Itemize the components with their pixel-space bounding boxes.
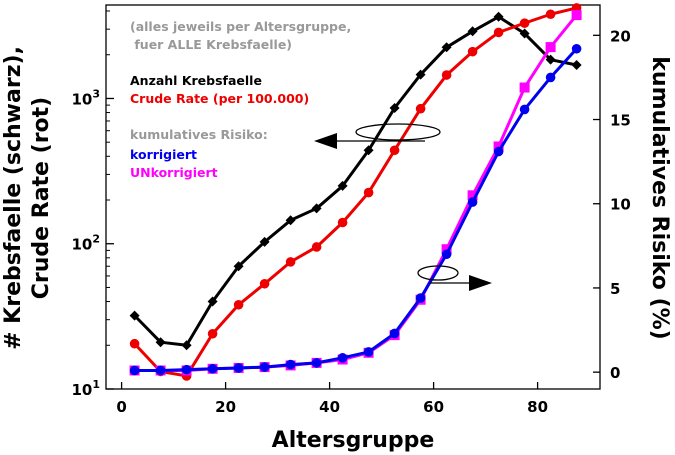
series-layer [129, 3, 582, 381]
series-1 [129, 3, 582, 381]
data-point [363, 145, 374, 156]
arrow-right-annotation [417, 265, 492, 291]
data-point [545, 72, 556, 83]
arrow-left-ellipse [355, 123, 441, 141]
x-axis: 0 20 40 60 80 [116, 382, 548, 416]
data-point [337, 217, 348, 228]
data-point [311, 242, 322, 252]
arrow-left-annotation [314, 123, 441, 149]
data-point [545, 54, 556, 65]
data-point [363, 347, 374, 357]
data-point [467, 26, 478, 37]
data-point [129, 365, 140, 376]
y-right-tick-label: 20 [610, 27, 631, 45]
x-tick-label: 80 [527, 398, 548, 416]
y-right-tick-label: 0 [610, 364, 620, 382]
series-3 [129, 43, 582, 376]
data-point [415, 103, 426, 114]
data-point [389, 145, 400, 156]
data-point [415, 293, 426, 303]
data-point [207, 363, 218, 374]
y-left-tick-label: 101 [71, 378, 100, 399]
data-point [259, 236, 270, 247]
y-axis-left-label-line-1: # Krebsfaelle (schwarz), [1, 46, 26, 350]
data-point [285, 359, 296, 370]
y-right-tick-label: 5 [610, 280, 620, 298]
x-tick-label: 40 [319, 398, 340, 416]
y-axis-right: 0 5 10 15 20 [593, 27, 631, 382]
annotation-text: (alles jeweils per Altersgruppe, fuer AL… [130, 19, 351, 180]
data-point [467, 46, 478, 57]
x-tick-label: 20 [215, 398, 236, 416]
data-point [207, 296, 218, 307]
data-point [389, 328, 400, 339]
data-point [155, 365, 166, 376]
data-point [233, 261, 244, 272]
legend-anzahl: Anzahl Krebsfaelle [130, 73, 262, 88]
data-point [519, 104, 530, 115]
x-tick-label: 60 [423, 398, 444, 416]
data-point [493, 11, 504, 22]
data-point [441, 249, 452, 260]
y-left-tick-label: 103 [71, 87, 100, 108]
data-point [285, 257, 296, 267]
data-point [441, 70, 452, 80]
y-axis-left-label-line-2: Crude Rate (rot) [29, 97, 54, 299]
legend-unkorrigiert: UNkorrigiert [130, 165, 218, 180]
data-point [519, 28, 530, 39]
data-point [493, 141, 504, 152]
x-tick-label: 0 [116, 398, 126, 416]
y-axis-left: 101 102 103 [71, 10, 114, 399]
data-point [467, 197, 478, 207]
legend-kum-header: kumulatives Risiko: [130, 127, 268, 142]
data-point [571, 43, 582, 54]
data-point [181, 364, 192, 375]
y-axis-right-label: kumulatives Risiko (%) [647, 56, 672, 339]
data-point [337, 353, 348, 363]
data-point [233, 299, 244, 310]
data-point [545, 9, 556, 20]
data-point [467, 190, 478, 201]
data-point [259, 362, 270, 372]
data-point [493, 27, 504, 38]
data-point [337, 180, 348, 191]
y-right-tick-label: 15 [610, 112, 631, 130]
note-line-1: (alles jeweils per Altersgruppe, [130, 19, 351, 34]
data-point [441, 244, 452, 255]
arrow-right-ellipse [417, 265, 459, 281]
data-point [155, 337, 166, 348]
data-point [207, 328, 218, 339]
data-point [363, 187, 374, 198]
arrow-left-head [314, 133, 337, 149]
data-point [311, 358, 322, 368]
data-point [519, 18, 530, 28]
legend-crude-rate: Crude Rate (per 100.000) [130, 91, 309, 106]
data-point [311, 203, 322, 214]
y-left-tick-label: 102 [71, 233, 100, 254]
series-0 [129, 11, 582, 351]
data-point [571, 10, 582, 21]
series-line [133, 15, 577, 347]
plot-area [105, 4, 601, 390]
data-point [259, 278, 270, 289]
arrow-right-head [469, 275, 492, 291]
data-point [493, 146, 504, 157]
data-point [129, 310, 140, 321]
data-point [233, 363, 244, 373]
data-point [415, 69, 426, 80]
y-right-tick-label: 10 [610, 196, 631, 214]
x-axis-label: Altersgruppe [272, 428, 435, 453]
note-line-2: fuer ALLE Krebsfaelle) [130, 37, 292, 52]
data-point [571, 59, 582, 70]
data-point [181, 340, 192, 351]
data-point [441, 42, 452, 53]
data-point [285, 215, 296, 226]
legend-korrigiert: korrigiert [130, 147, 197, 162]
data-point [389, 102, 400, 113]
data-point [519, 82, 530, 93]
data-point [545, 42, 556, 53]
data-point [129, 338, 140, 349]
